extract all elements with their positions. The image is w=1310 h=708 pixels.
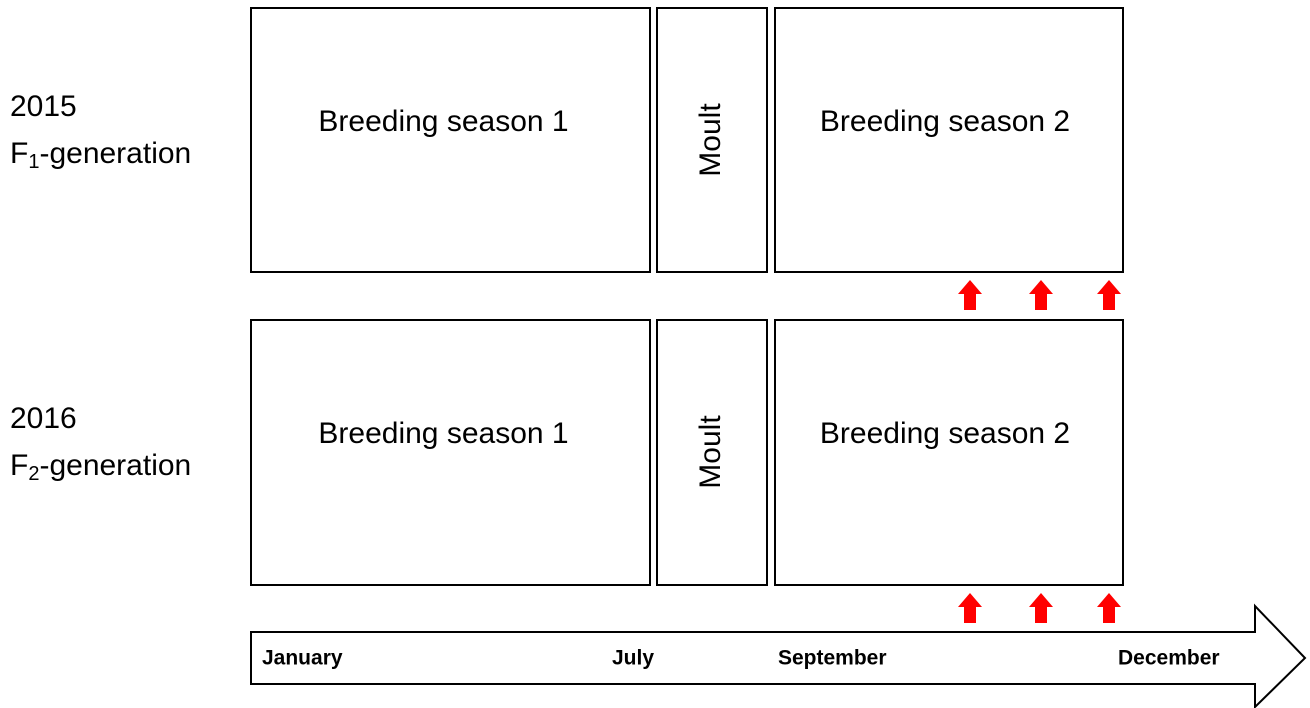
period-box (774, 7, 1124, 273)
sampling-arrow (1029, 593, 1053, 623)
generation-sub: 1 (28, 151, 39, 173)
period-box (250, 7, 651, 273)
period-label: Breeding season 1 (318, 417, 568, 450)
sampling-arrow (1097, 593, 1121, 623)
sampling-arrow (1029, 280, 1053, 310)
period-label: Moult (694, 415, 727, 489)
sampling-arrow (958, 280, 982, 310)
year-label: 2016 (10, 402, 77, 435)
month-label: January (262, 647, 343, 670)
month-label: July (612, 647, 654, 670)
generation-rest: -generation (39, 137, 191, 170)
generation-base: F (10, 137, 28, 170)
generation-label: F1-generation (10, 137, 191, 173)
generation-sub: 2 (28, 463, 39, 485)
generation-rest: -generation (39, 449, 191, 482)
period-label: Breeding season 2 (820, 417, 1070, 450)
timeline-arrow (250, 603, 1307, 708)
generation-base: F (10, 449, 28, 482)
year-label: 2015 (10, 90, 77, 123)
period-box (656, 319, 768, 586)
month-label: December (1118, 647, 1220, 670)
period-label: Breeding season 2 (820, 105, 1070, 138)
period-box (656, 7, 768, 273)
sampling-arrow (958, 593, 982, 623)
generation-label: F2-generation (10, 449, 191, 485)
period-label: Moult (694, 103, 727, 177)
period-box (250, 319, 651, 586)
period-label: Breeding season 1 (318, 105, 568, 138)
month-label: September (778, 647, 887, 670)
sampling-arrow (1097, 280, 1121, 310)
period-box (774, 319, 1124, 586)
